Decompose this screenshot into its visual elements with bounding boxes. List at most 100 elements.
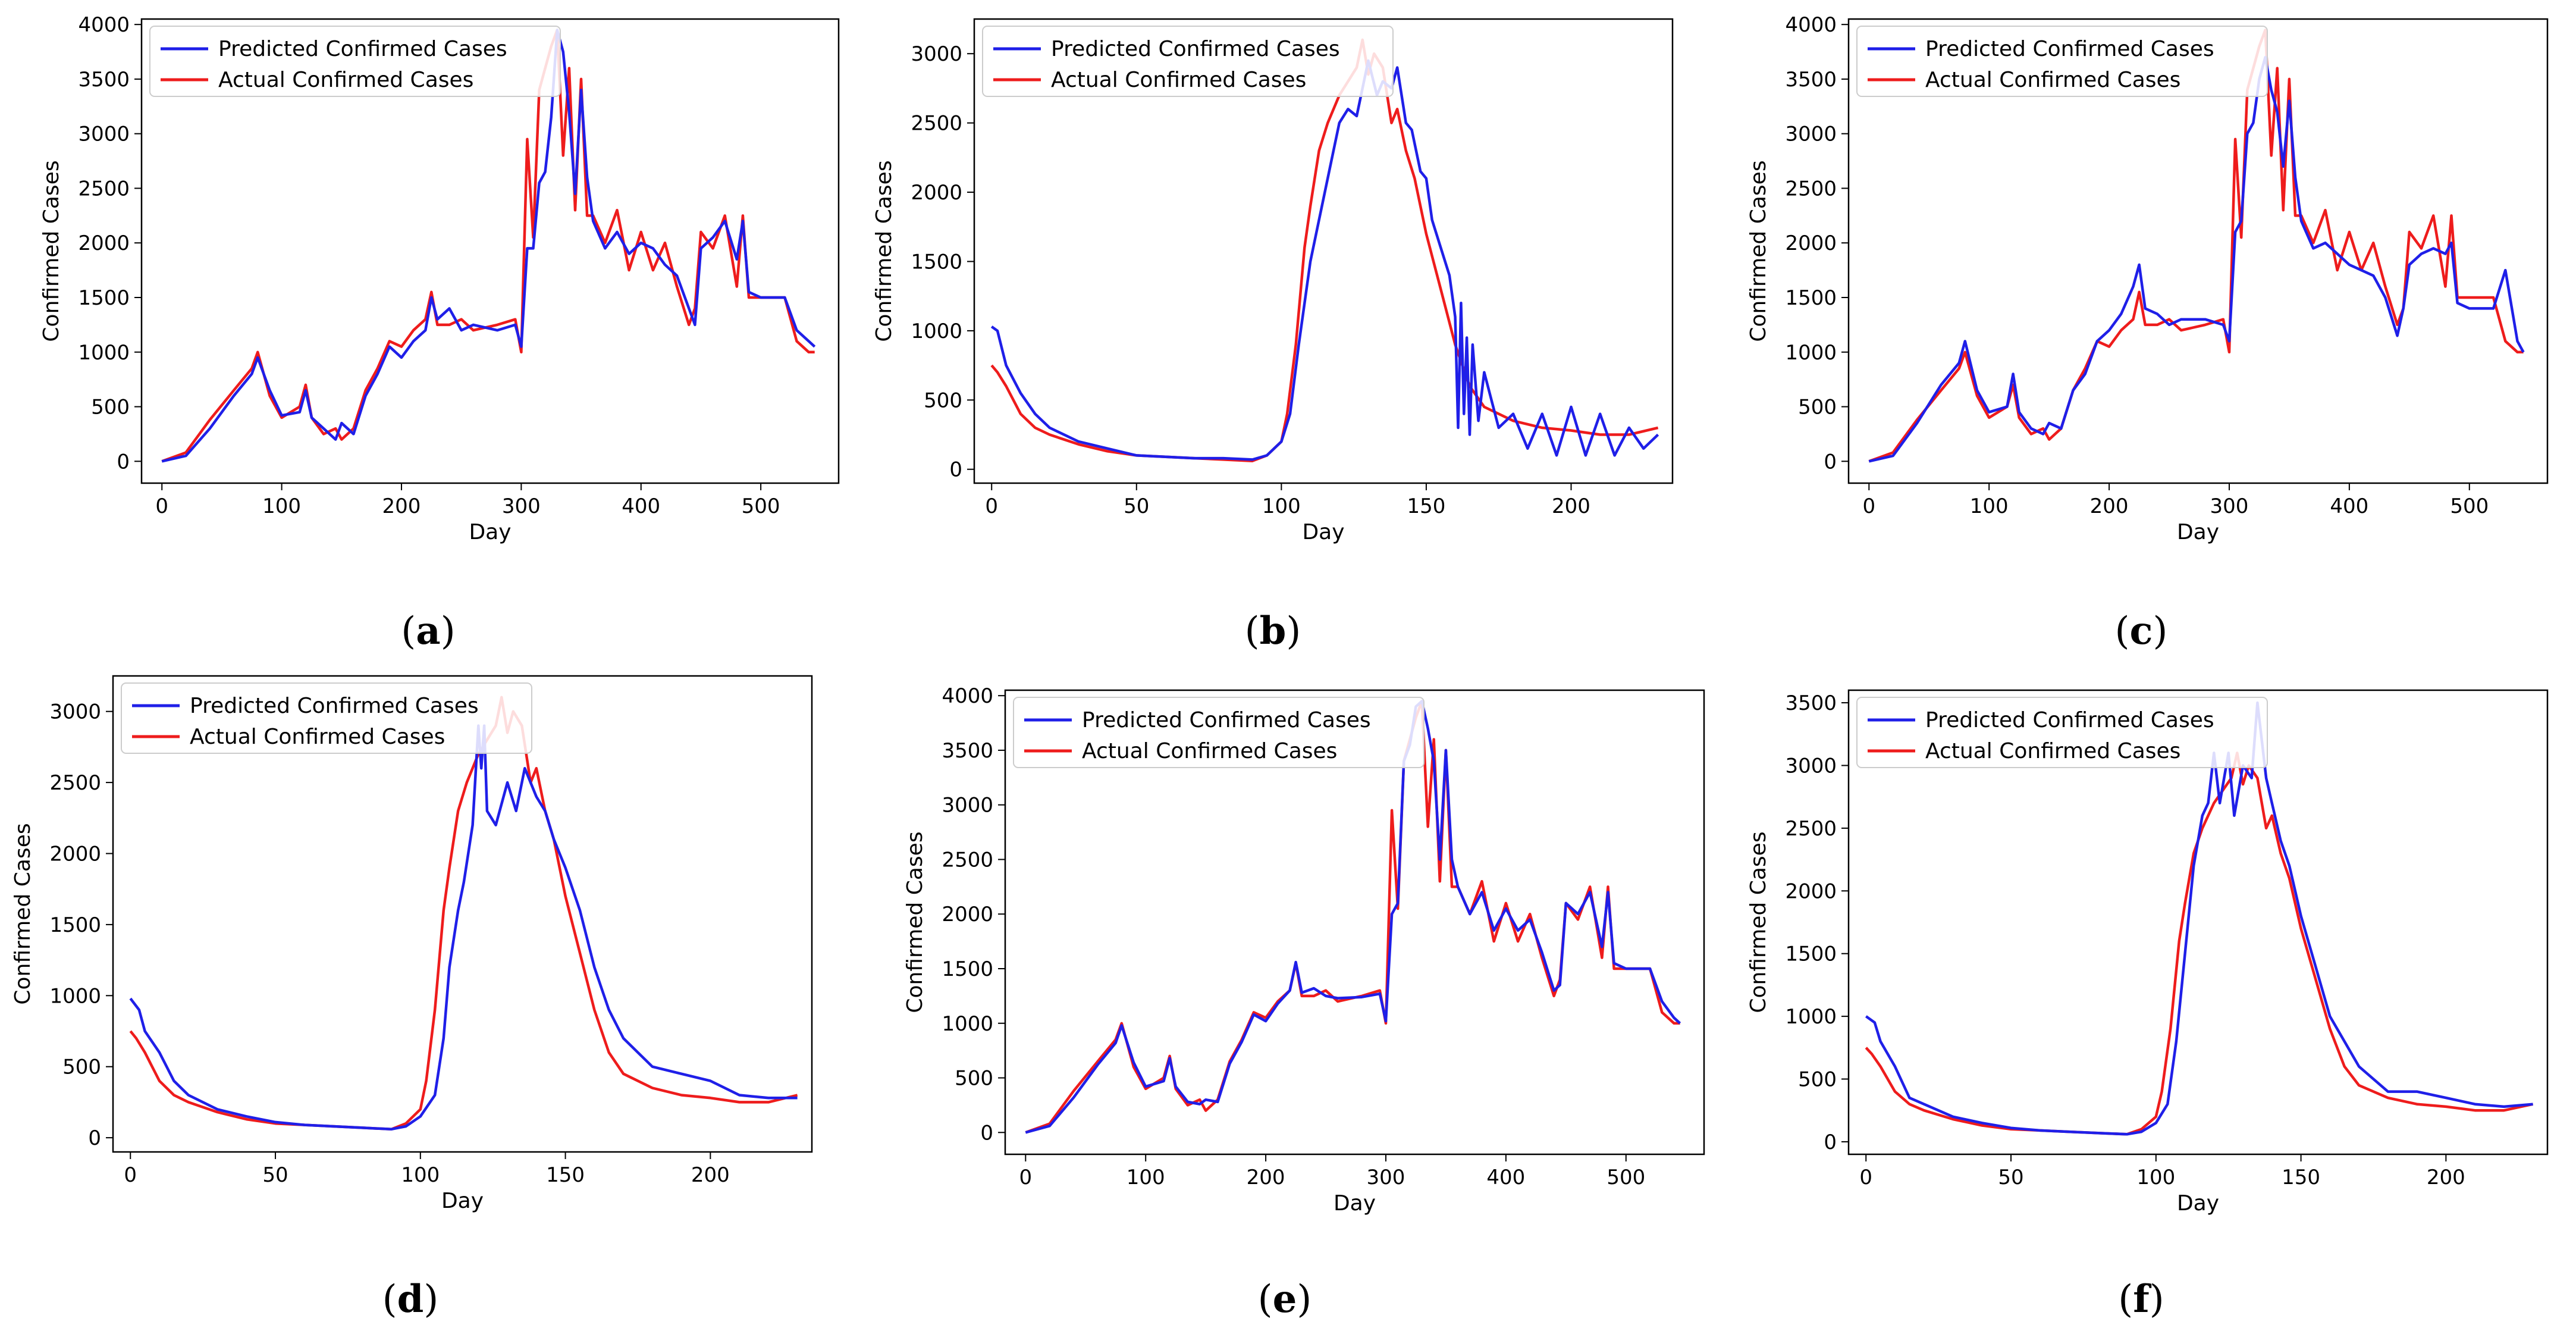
x-tick-label: 0 (1019, 1166, 1033, 1189)
legend-predicted-label: Predicted Confirmed Cases (1925, 37, 2214, 61)
panel-d: 0 50 100 150 200050010001500200025003000DayC… (11, 675, 813, 1322)
y-tick-label: 1000 (1785, 1005, 1837, 1029)
x-tick-label: 500 (742, 494, 780, 518)
y-axis-title: Confirmed Cases (1746, 831, 1771, 1013)
panel-b: 0 50 100 150 200050010001500200025003000DayC… (872, 18, 1674, 653)
y-tick-label: 2500 (1785, 177, 1837, 201)
x-tick-label: 0 (124, 1163, 137, 1187)
panel-a: 0 100 200 300 400 500 0 500 1000 1500 2000 2500 3000… (39, 13, 840, 653)
y-tick-label: 4000 (942, 684, 993, 708)
x-tick-label: 100 (262, 494, 301, 518)
x-tick-label: 0 (1859, 1166, 1872, 1189)
x-tick-label: 200 (1247, 1166, 1285, 1189)
x-tick-label: 50 (1998, 1166, 2023, 1189)
y-tick-label: 4000 (1785, 13, 1837, 37)
y-tick-label: 500 (62, 1056, 101, 1079)
plot-frame (1004, 689, 1705, 1155)
x-tick-label: 0 (1863, 494, 1876, 518)
panel-caption: (d) (382, 1277, 439, 1322)
y-tick-label: 4000 (78, 13, 130, 37)
y-tick-label: 2500 (78, 177, 130, 201)
x-tick-label: 0 (155, 494, 168, 518)
caption-letter: c (2130, 609, 2153, 653)
x-axis-title: Day (2177, 520, 2219, 544)
x-axis-title: Day (469, 520, 511, 544)
panel-caption: (a) (401, 609, 455, 653)
legend-box (1856, 26, 2268, 97)
panel-e: 0 100 200 300 400 500 0 500 1000 1500 2000 2500 3000… (903, 684, 1705, 1322)
predicted-series-line (990, 59, 1659, 461)
x-tick-label: 50 (262, 1163, 288, 1187)
y-tick-label: 500 (924, 389, 962, 412)
y-tick-label: 3000 (942, 794, 993, 818)
y-tick-label: 2500 (49, 771, 101, 795)
caption-open-paren: ( (1258, 1277, 1273, 1322)
legend-predicted-label: Predicted Confirmed Cases (190, 694, 479, 718)
y-tick-label: 1000 (911, 320, 962, 343)
x-tick-label: 200 (691, 1163, 730, 1187)
x-tick-label: 50 (1124, 494, 1149, 518)
y-tick-label: 500 (955, 1067, 993, 1091)
x-tick-label: 150 (2282, 1166, 2320, 1189)
actual-series-line (1865, 751, 2534, 1136)
caption-close-paren: ) (1297, 1277, 1311, 1322)
x-tick-label: 100 (2136, 1166, 2175, 1189)
plot-frame (1847, 18, 2549, 484)
y-axis-title: Confirmed Cases (1746, 160, 1771, 342)
caption-letter: a (416, 609, 440, 653)
y-tick-label: 1500 (911, 250, 962, 274)
y-tick-label: 500 (1798, 396, 1837, 419)
x-tick-label: 300 (2210, 494, 2249, 518)
y-tick-label: 1000 (49, 984, 101, 1008)
y-axis-title: Confirmed Cases (39, 160, 64, 342)
y-axis-title: Confirmed Cases (11, 823, 35, 1004)
caption-close-paren: ) (2153, 609, 2167, 653)
predicted-series-line (1025, 700, 1681, 1134)
y-tick-label: 2000 (911, 181, 962, 205)
predicted-series-line (129, 724, 798, 1131)
legend-actual-label: Actual Confirmed Cases (1925, 68, 2180, 92)
plot-frame (112, 675, 813, 1153)
x-tick-label: 200 (1552, 494, 1590, 518)
x-tick-label: 200 (2090, 494, 2129, 518)
x-tick-label: 200 (382, 494, 421, 518)
actual-series-line (1868, 29, 2524, 463)
x-tick-label: 100 (1970, 494, 2009, 518)
legend-predicted-label: Predicted Confirmed Cases (1082, 708, 1371, 732)
x-tick-label: 500 (1607, 1166, 1645, 1189)
y-tick-label: 0 (1824, 1131, 1837, 1154)
legend-box (982, 26, 1394, 97)
predicted-series-line (1868, 55, 2525, 463)
y-tick-label: 3000 (1785, 754, 1837, 778)
plot-frame (140, 18, 840, 484)
x-tick-label: 100 (1262, 494, 1301, 518)
y-tick-label: 1500 (1785, 286, 1837, 310)
y-tick-label: 3500 (1785, 68, 1837, 92)
x-tick-label: 500 (2450, 494, 2489, 518)
y-tick-label: 1500 (49, 913, 101, 937)
legend-actual-label: Actual Confirmed Cases (1082, 739, 1337, 763)
actual-series-line (990, 38, 1659, 462)
legend-box (121, 682, 532, 754)
x-tick-label: 150 (1407, 494, 1445, 518)
caption-open-paren: ( (2115, 609, 2130, 653)
x-tick-label: 300 (1367, 1166, 1405, 1189)
caption-close-paren: ) (441, 609, 456, 653)
y-tick-label: 0 (949, 458, 962, 482)
legend-actual-label: Actual Confirmed Cases (1925, 739, 2180, 763)
y-axis-title: Confirmed Cases (903, 831, 927, 1013)
y-tick-label: 3000 (1785, 123, 1837, 146)
panel-c: 0 100 200 300 400 500 0 500 1000 1500 2000 2500 3000… (1746, 13, 2549, 653)
y-tick-label: 2000 (1785, 879, 1837, 903)
x-tick-label: 300 (502, 494, 541, 518)
legend-actual-label: Actual Confirmed Cases (190, 725, 445, 749)
x-tick-label: 400 (622, 494, 660, 518)
caption-open-paren: ( (2118, 1277, 2133, 1322)
panel-f: 0 50 100 150 2000500100015002000250030003500… (1746, 689, 2549, 1322)
legend-actual-label: Actual Confirmed Cases (1051, 68, 1306, 92)
caption-letter: d (397, 1277, 424, 1322)
caption-open-paren: ( (382, 1277, 397, 1322)
x-axis-title: Day (441, 1189, 484, 1213)
legend-predicted-label: Predicted Confirmed Cases (1925, 708, 2214, 732)
